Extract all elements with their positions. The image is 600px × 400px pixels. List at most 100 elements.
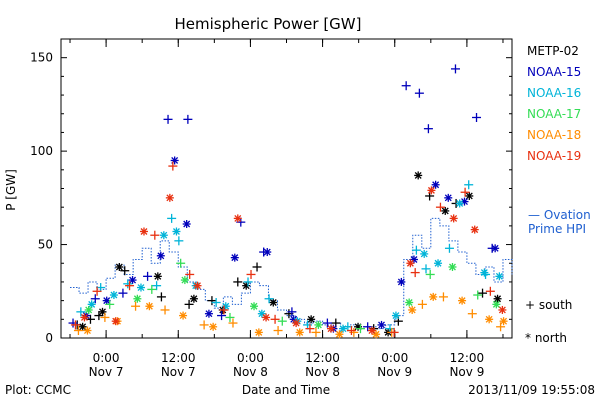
south-point-noaa-15 xyxy=(472,112,482,122)
south-point-noaa-15 xyxy=(322,318,332,328)
south-point-metp-02 xyxy=(233,277,243,287)
south-point-metp-02 xyxy=(184,299,194,309)
x-tick-label-date: Nov 9 xyxy=(377,365,412,379)
legend-entry: METP-02 xyxy=(527,44,579,58)
south-point-noaa-17 xyxy=(355,324,365,334)
north-point-noaa-15-d xyxy=(432,181,440,189)
x-tick-label-date: Nov 7 xyxy=(89,365,124,379)
legend: METP-02 NOAA-15 NOAA-16 NOAA-17 NOAA-18 NOAA-… xyxy=(527,44,581,163)
north-point-noaa-16 xyxy=(172,227,181,236)
north-point-metp-02 xyxy=(189,294,198,303)
south-point-noaa-18 xyxy=(467,309,477,319)
south-point-noaa-18 xyxy=(417,299,427,309)
south-point-noaa-15 xyxy=(423,124,433,134)
north-point-noaa-18-d xyxy=(255,328,263,336)
north-point-noaa-19-d xyxy=(450,214,458,222)
north-point-noaa-19 xyxy=(427,186,436,195)
north-point-noaa-18 xyxy=(254,328,263,337)
south-point-noaa-16 xyxy=(152,281,162,291)
north-point-noaa-15 xyxy=(491,244,500,253)
north-point-metp-02 xyxy=(441,206,450,215)
north-point-noaa-16-d xyxy=(172,228,180,235)
south-point-noaa-19 xyxy=(389,327,399,337)
north-point-metp-02 xyxy=(153,272,162,281)
north-point-noaa-15 xyxy=(156,251,165,260)
y-tick-label: 50 xyxy=(38,238,53,252)
north-point-noaa-16 xyxy=(420,249,429,258)
north-point-noaa-16 xyxy=(480,268,489,277)
north-point-noaa-18-d xyxy=(372,330,380,338)
north-point-noaa-18 xyxy=(408,305,417,314)
south-point-noaa-17 xyxy=(105,299,115,309)
north-point-noaa-16-d xyxy=(339,325,347,333)
north-point-noaa-16-d xyxy=(434,259,442,267)
north-point-noaa-18 xyxy=(335,330,344,339)
y-tick-label: 100 xyxy=(30,144,53,158)
north-point-noaa-15 xyxy=(431,180,440,189)
south-point-noaa-19 xyxy=(70,320,80,330)
south-point-noaa-19 xyxy=(346,326,356,336)
south-point-noaa-16 xyxy=(385,324,395,334)
north-point-noaa-15 xyxy=(444,193,453,202)
north-point-noaa-18-d xyxy=(335,330,343,338)
south-point-noaa-18 xyxy=(273,326,283,336)
north-point-noaa-17-d xyxy=(314,321,322,329)
north-point-noaa-15-d xyxy=(397,278,405,286)
north-point-noaa-15 xyxy=(182,220,191,229)
south-point-noaa-17 xyxy=(277,316,287,326)
north-point-noaa-15-d xyxy=(378,321,385,329)
north-point-noaa-19 xyxy=(498,305,507,314)
north-point-noaa-19 xyxy=(193,281,202,290)
north-point-noaa-19 xyxy=(292,319,301,328)
south-point-noaa-19 xyxy=(125,281,135,291)
north-point-noaa-19 xyxy=(80,313,89,322)
legend-entry: NOAA-18 xyxy=(527,128,581,142)
north-point-metp-02 xyxy=(307,315,316,324)
north-point-metp-02-d xyxy=(154,272,162,280)
y-tick-label: 150 xyxy=(30,51,53,65)
north-point-noaa-18-d xyxy=(485,315,493,323)
north-point-noaa-19-d xyxy=(368,327,376,334)
north-point-metp-02 xyxy=(242,281,251,290)
south-point-metp-02 xyxy=(120,266,130,276)
north-point-noaa-15 xyxy=(128,276,137,285)
north-point-noaa-19-d xyxy=(471,226,479,234)
north-point-metp-02-d xyxy=(115,263,123,271)
north-point-noaa-15-d xyxy=(129,276,137,284)
south-point-noaa-15 xyxy=(90,294,100,304)
south-point-metp-02 xyxy=(207,296,217,306)
north-point-noaa-18-d xyxy=(500,317,508,325)
north-point-noaa-16 xyxy=(495,272,504,281)
south-point-noaa-19 xyxy=(435,202,445,212)
north-point-noaa-19 xyxy=(233,214,242,223)
north-point-noaa-16-d xyxy=(137,284,145,292)
south-point-noaa-18 xyxy=(228,318,238,328)
south-point-noaa-19 xyxy=(460,187,470,197)
south-point-metp-02 xyxy=(85,314,95,324)
north-point-noaa-16 xyxy=(455,199,464,208)
south-point-noaa-15 xyxy=(414,88,424,98)
south-point-noaa-15 xyxy=(143,271,153,281)
north-point-noaa-15 xyxy=(230,253,239,262)
north-point-noaa-19-d xyxy=(140,228,148,235)
north-point-noaa-16-d xyxy=(160,231,168,239)
north-point-metp-02-d xyxy=(99,308,106,316)
south-point-noaa-18 xyxy=(311,327,321,337)
north-point-noaa-19-d xyxy=(292,319,300,327)
south-point-noaa-15 xyxy=(163,114,173,124)
south-point-noaa-16 xyxy=(444,243,454,253)
north-point-noaa-18 xyxy=(83,326,92,335)
south-point-noaa-16 xyxy=(421,264,431,274)
marker-legend-south: + south xyxy=(525,298,572,312)
north-point-noaa-17 xyxy=(405,298,414,307)
x-tick-label-date: Nov 8 xyxy=(305,365,340,379)
south-point-noaa-16 xyxy=(211,297,221,307)
north-point-noaa-15-d xyxy=(205,310,213,318)
south-point-noaa-19 xyxy=(410,268,420,278)
south-point-noaa-15 xyxy=(68,318,78,328)
x-tick-label-date: Nov 8 xyxy=(233,365,268,379)
north-point-metp-02 xyxy=(414,171,423,180)
legend-entry: NOAA-16 xyxy=(527,86,581,100)
north-point-noaa-18-d xyxy=(209,323,217,331)
south-point-metp-02 xyxy=(156,292,166,302)
